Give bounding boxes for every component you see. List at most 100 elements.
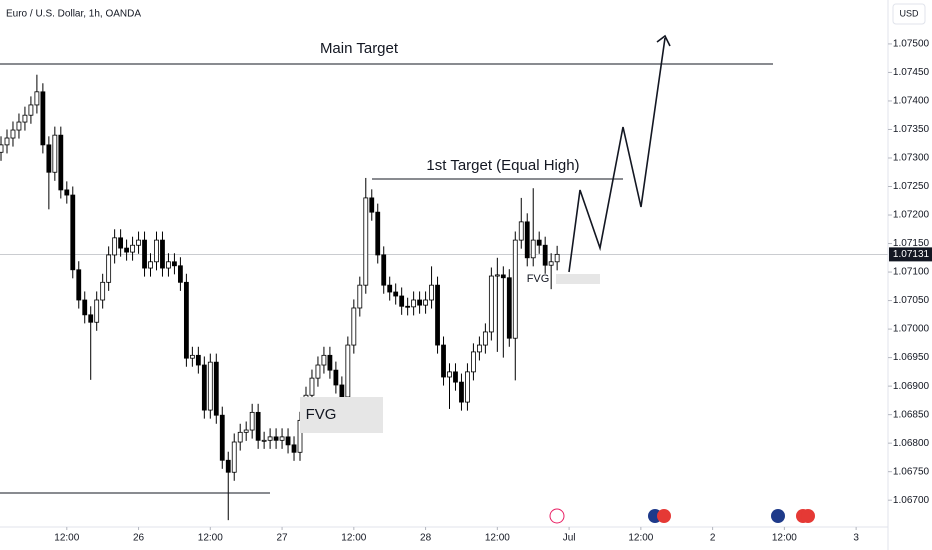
candle-body [70, 194, 76, 271]
fvg-box [556, 274, 600, 284]
y-tick-label: 1.07200 [893, 210, 930, 221]
candle-body [183, 281, 189, 359]
currency-button[interactable] [892, 3, 926, 25]
candle-body [10, 129, 16, 139]
symbol-title: Euro / U.S. Dollar, 1h, OANDA [6, 9, 141, 20]
y-tick-label: 1.06900 [893, 381, 930, 392]
candle-body [261, 439, 267, 442]
candle-body [405, 305, 411, 308]
candle-body [130, 244, 135, 253]
x-tick-label: 12:00 [628, 533, 653, 544]
candle-body [4, 137, 10, 146]
candle-body [321, 354, 327, 366]
event-icon[interactable] [801, 509, 815, 523]
candle-body [285, 436, 291, 446]
candle-body [195, 354, 201, 366]
last-price-box [889, 247, 932, 262]
candle-body [411, 299, 417, 308]
y-tick-label: 1.06700 [893, 495, 930, 506]
event-icon[interactable] [771, 509, 785, 523]
event-icon[interactable] [549, 508, 565, 524]
candle-body [34, 91, 40, 106]
candle-body [28, 104, 34, 116]
candle-body [22, 114, 28, 123]
y-tick-label: 1.07050 [893, 295, 930, 306]
candle-body [255, 411, 261, 441]
candle-body [459, 381, 464, 403]
candle-body [387, 284, 393, 293]
candle-body [118, 237, 124, 249]
candle-body [518, 221, 524, 241]
candle-body [237, 431, 243, 443]
candle-body [243, 429, 249, 433]
x-tick-label: 3 [853, 533, 859, 544]
y-tick-label: 1.07450 [893, 67, 930, 78]
candle-body [548, 261, 554, 266]
x-tick-label: 28 [420, 533, 432, 544]
y-tick-label: 1.07150 [893, 238, 930, 249]
y-tick-label: 1.07000 [893, 324, 930, 335]
candle-body [506, 277, 512, 339]
candle-body [112, 237, 118, 256]
fvg-box [300, 397, 383, 433]
event-icon[interactable] [657, 509, 671, 523]
candle-body [267, 436, 273, 441]
candle-body [148, 261, 153, 269]
y-tick-label: 1.07250 [893, 181, 930, 192]
candle-body [477, 344, 482, 353]
event-icons [549, 508, 815, 524]
x-tick-label: 26 [133, 533, 145, 544]
candle-body [524, 221, 530, 259]
candle-body [339, 384, 345, 398]
x-tick-label: 27 [277, 533, 289, 544]
x-tick-label: 12:00 [341, 533, 366, 544]
projection-arrowhead [656, 34, 671, 47]
fvg-label: FVG [306, 406, 337, 423]
candle-body [16, 121, 22, 131]
candle-body [124, 247, 129, 253]
candle-body [58, 134, 64, 191]
candle-body [542, 244, 548, 266]
candle-body [172, 261, 177, 267]
candle-body [279, 436, 285, 441]
candle-body [154, 239, 159, 263]
candle-body [369, 197, 375, 213]
candle-body [471, 351, 476, 373]
x-tick-label: 12:00 [54, 533, 79, 544]
candle-body [160, 239, 165, 269]
candle-body [219, 414, 225, 461]
candle-body [363, 197, 369, 286]
candle-body [273, 436, 279, 441]
currency-label: USD [899, 8, 919, 18]
x-tick-label: 2 [710, 533, 716, 544]
candle-body [453, 371, 458, 383]
candle-body [357, 284, 363, 309]
x-tick-label: 12:00 [198, 533, 223, 544]
candle-body [64, 189, 70, 196]
candle-body [225, 459, 231, 473]
y-tick-label: 1.07300 [893, 153, 930, 164]
candle-body [494, 274, 500, 277]
candle-body [530, 239, 536, 259]
candle-body [327, 354, 333, 371]
candle-body [381, 254, 387, 286]
candle-body [482, 331, 488, 346]
candle-body [201, 364, 207, 411]
candle-body [106, 254, 112, 283]
candle-body [375, 211, 381, 256]
x-tick-label: 12:00 [485, 533, 510, 544]
candle-body [309, 377, 315, 396]
candle-body [512, 239, 518, 339]
candle-body [435, 284, 440, 346]
candle-body [345, 344, 351, 398]
candle-body [500, 274, 506, 279]
candle-body [178, 265, 183, 283]
y-tick-label: 1.07350 [893, 124, 930, 135]
fvg-label: FVG [527, 273, 550, 285]
candle-body [52, 134, 58, 173]
candle-body [207, 361, 213, 411]
y-tick-label: 1.07500 [893, 39, 930, 50]
y-tick-label: 1.07400 [893, 96, 930, 107]
